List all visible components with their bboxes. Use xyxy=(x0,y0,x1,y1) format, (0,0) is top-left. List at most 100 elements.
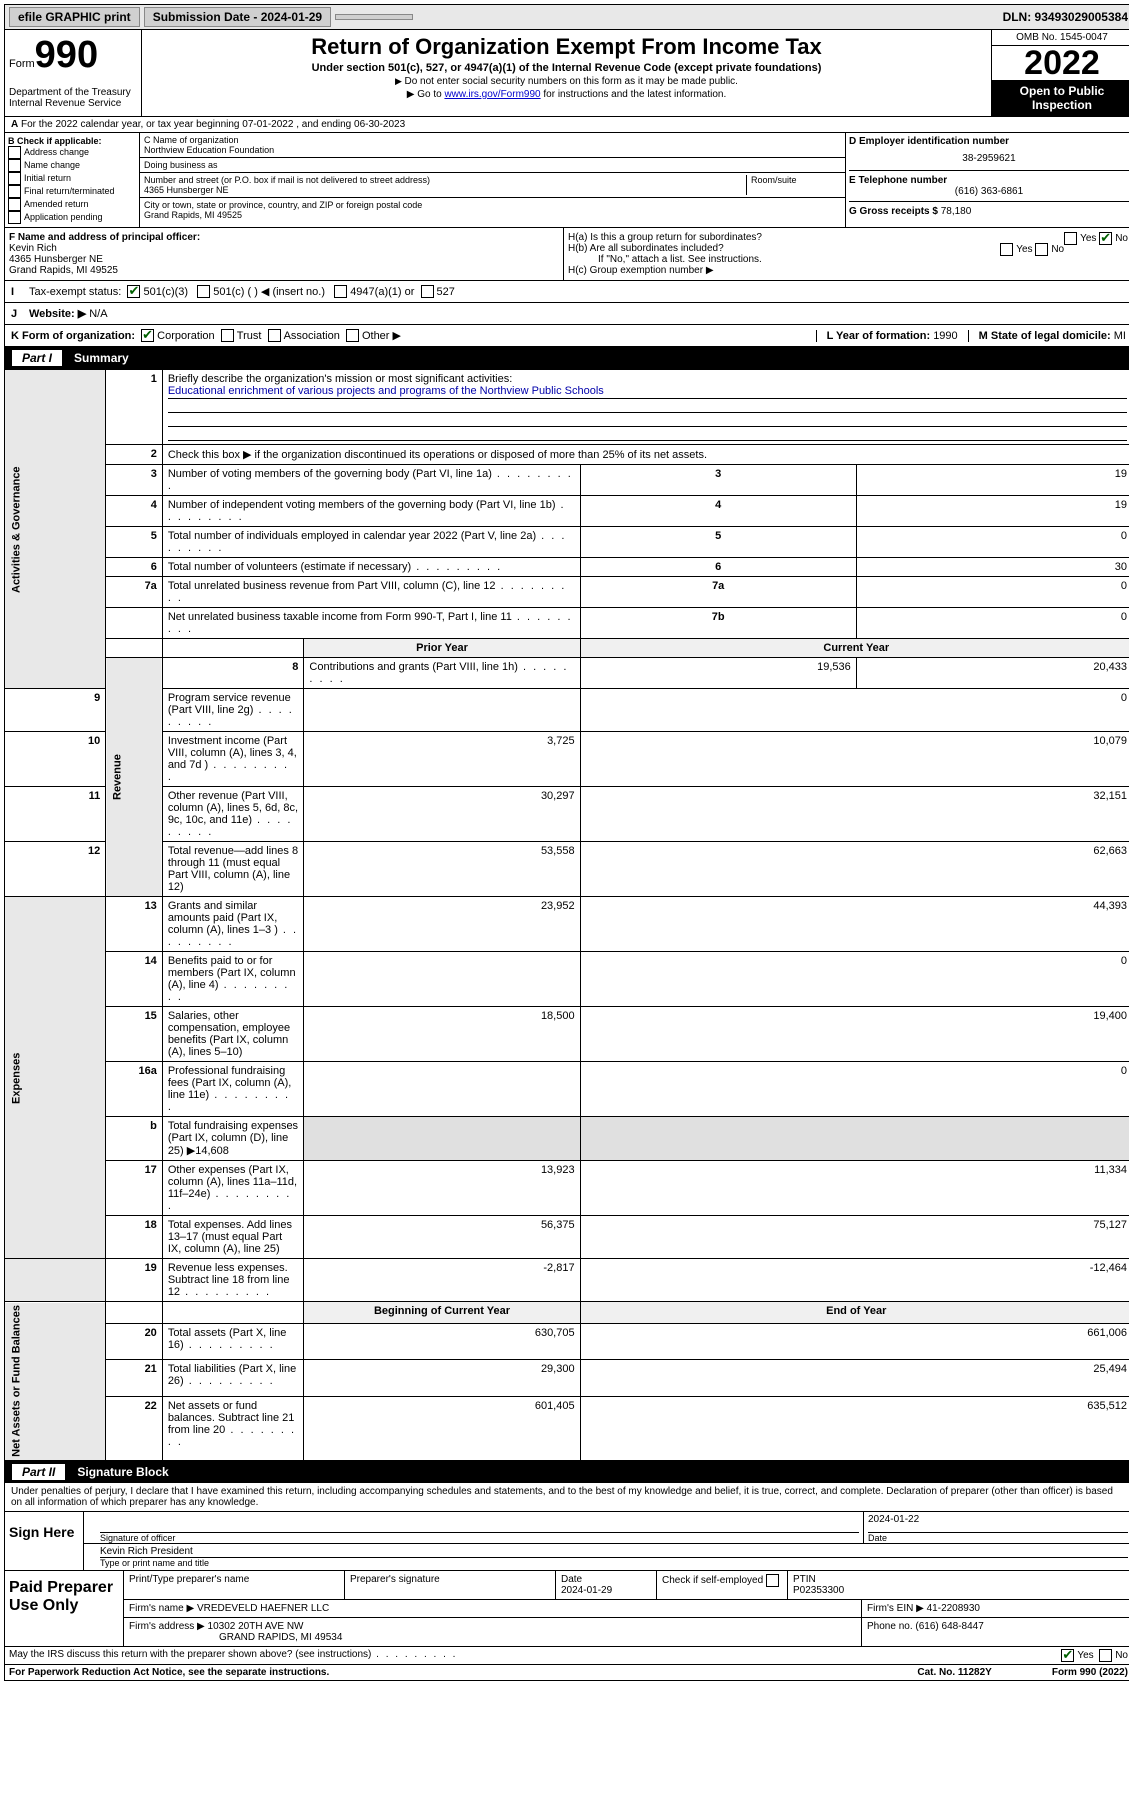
hc-label: H(c) Group exemption number ▶ xyxy=(568,265,1128,276)
box-h: H(a) Is this a group return for subordin… xyxy=(564,228,1129,280)
line-no: 3 xyxy=(106,465,163,496)
phone-value: (616) 363-6861 xyxy=(849,186,1129,197)
checkbox-icon[interactable] xyxy=(8,159,21,172)
sig-label: Signature of officer xyxy=(100,1533,859,1543)
checkbox-icon[interactable] xyxy=(8,146,21,159)
paid-col3: Date2024-01-29 xyxy=(555,1571,656,1599)
line-no: 4 xyxy=(106,496,163,527)
checkbox-icon[interactable] xyxy=(1064,232,1077,245)
dln: DLN: 93493029005384 xyxy=(1003,10,1128,24)
l5-text: Total number of individuals employed in … xyxy=(162,527,580,558)
l7a-val: 0 xyxy=(856,577,1129,608)
checkbox-icon[interactable] xyxy=(421,285,434,298)
firm-name-cell: Firm's name ▶ VREDEVELD HAEFNER LLC xyxy=(123,1600,861,1617)
dept-treasury: Department of the Treasury Internal Reve… xyxy=(9,87,137,109)
row-klm: K Form of organization: Corporation Trus… xyxy=(4,325,1129,347)
checkbox-icon[interactable] xyxy=(1061,1649,1074,1662)
l17-text: Other expenses (Part IX, column (A), lin… xyxy=(162,1161,304,1216)
sign-block: Sign Here Signature of officer 2024-01-2… xyxy=(4,1512,1129,1647)
vlabel-na: Net Assets or Fund Balances xyxy=(5,1302,106,1461)
instr-1: Do not enter social security numbers on … xyxy=(150,76,983,87)
p16a xyxy=(304,1062,580,1117)
b-opt-3: Final return/terminated xyxy=(8,185,136,198)
paid-date: 2024-01-29 xyxy=(561,1585,612,1596)
sig-officer-cell: Signature of officer xyxy=(84,1512,863,1543)
b-opt-1: Name change xyxy=(8,159,136,172)
checkbox-icon[interactable] xyxy=(334,285,347,298)
l3-text: Number of voting members of the governin… xyxy=(162,465,580,496)
discuss-row: May the IRS discuss this return with the… xyxy=(4,1647,1129,1665)
footer-row: For Paperwork Reduction Act Notice, see … xyxy=(4,1665,1129,1681)
b-opt-0-label: Address change xyxy=(24,147,89,157)
checkbox-icon[interactable] xyxy=(346,329,359,342)
line-no: 20 xyxy=(106,1324,163,1360)
c22: 635,512 xyxy=(580,1396,1129,1460)
sig-date-label: Date xyxy=(868,1533,1128,1543)
k-o3: Association xyxy=(284,330,340,342)
b-opt-2: Initial return xyxy=(8,172,136,185)
end-header: End of Year xyxy=(580,1302,1129,1324)
checkbox-icon[interactable] xyxy=(127,285,140,298)
mission-blank xyxy=(168,399,1127,413)
b-opt-3-label: Final return/terminated xyxy=(24,186,115,196)
box-l: L Year of formation: 1990 xyxy=(816,330,958,342)
checkbox-icon[interactable] xyxy=(1099,1649,1112,1662)
line-ref: 4 xyxy=(580,496,856,527)
c15: 19,400 xyxy=(580,1007,1129,1062)
checkbox-icon[interactable] xyxy=(221,329,234,342)
officer-name-title: Kevin Rich President xyxy=(100,1546,1128,1558)
firm-addr1: 10302 20TH AVE NW xyxy=(208,1621,304,1632)
cat-no: Cat. No. 11282Y xyxy=(917,1667,991,1678)
checkbox-icon[interactable] xyxy=(268,329,281,342)
officer-name: Kevin Rich xyxy=(9,243,559,254)
c14: 0 xyxy=(580,952,1129,1007)
c21: 25,494 xyxy=(580,1360,1129,1396)
firm-ein-l: Firm's EIN ▶ xyxy=(867,1603,924,1614)
line-ref: 3 xyxy=(580,465,856,496)
k-o1: Corporation xyxy=(157,330,214,342)
paid-col2: Preparer's signature xyxy=(344,1571,555,1599)
line-no: 8 xyxy=(162,658,304,689)
irs-link[interactable]: www.irs.gov/Form990 xyxy=(444,89,540,100)
line-no: 11 xyxy=(5,787,106,842)
checkbox-icon[interactable] xyxy=(197,285,210,298)
checkbox-icon[interactable] xyxy=(8,185,21,198)
checkbox-icon[interactable] xyxy=(8,172,21,185)
checkbox-icon[interactable] xyxy=(1000,243,1013,256)
checkbox-icon[interactable] xyxy=(1099,232,1112,245)
checkbox-icon[interactable] xyxy=(1035,243,1048,256)
checkbox-icon[interactable] xyxy=(766,1574,779,1587)
c8: 20,433 xyxy=(856,658,1129,689)
row-j: J Website: ▶ N/A xyxy=(4,303,1129,325)
c13: 44,393 xyxy=(580,897,1129,952)
discuss-text: May the IRS discuss this return with the… xyxy=(9,1649,457,1662)
paid-grid: Print/Type preparer's name Preparer's si… xyxy=(123,1571,1129,1646)
line-no: 15 xyxy=(106,1007,163,1062)
l10-text: Investment income (Part VIII, column (A)… xyxy=(162,732,304,787)
l7a-text: Total unrelated business revenue from Pa… xyxy=(162,577,580,608)
line-no: 9 xyxy=(5,689,106,732)
hb-row: H(b) Are all subordinates included? Yes … xyxy=(568,243,1128,254)
hb-label: H(b) Are all subordinates included? xyxy=(568,243,724,254)
line-no: 12 xyxy=(5,842,106,897)
part2-title: Signature Block xyxy=(77,1465,168,1479)
line-no: 1 xyxy=(106,370,163,445)
b-label: B Check if applicable: xyxy=(8,136,136,146)
submission-btn[interactable]: Submission Date - 2024-01-29 xyxy=(144,7,331,27)
l11-text: Other revenue (Part VIII, column (A), li… xyxy=(162,787,304,842)
box-m: M State of legal domicile: MI xyxy=(968,330,1126,342)
l5-val: 0 xyxy=(856,527,1129,558)
firm-phone: (616) 648-8447 xyxy=(915,1621,983,1632)
checkbox-icon[interactable] xyxy=(8,198,21,211)
vlabel-exp: Expenses xyxy=(5,897,106,1259)
website-value: N/A xyxy=(89,308,107,320)
box-f: F Name and address of principal officer:… xyxy=(5,228,564,280)
checkbox-icon[interactable] xyxy=(141,329,154,342)
paid-col4: Check if self-employed xyxy=(656,1571,787,1599)
efile-btn[interactable]: efile GRAPHIC print xyxy=(9,7,140,27)
firm-addr-l: Firm's address ▶ xyxy=(129,1621,205,1632)
checkbox-icon[interactable] xyxy=(8,211,21,224)
firm-addr-cell: Firm's address ▶ 10302 20TH AVE NW GRAND… xyxy=(123,1618,861,1646)
l2-cell: Check this box ▶ if the organization dis… xyxy=(162,445,1129,465)
b-opt-2-label: Initial return xyxy=(24,173,71,183)
